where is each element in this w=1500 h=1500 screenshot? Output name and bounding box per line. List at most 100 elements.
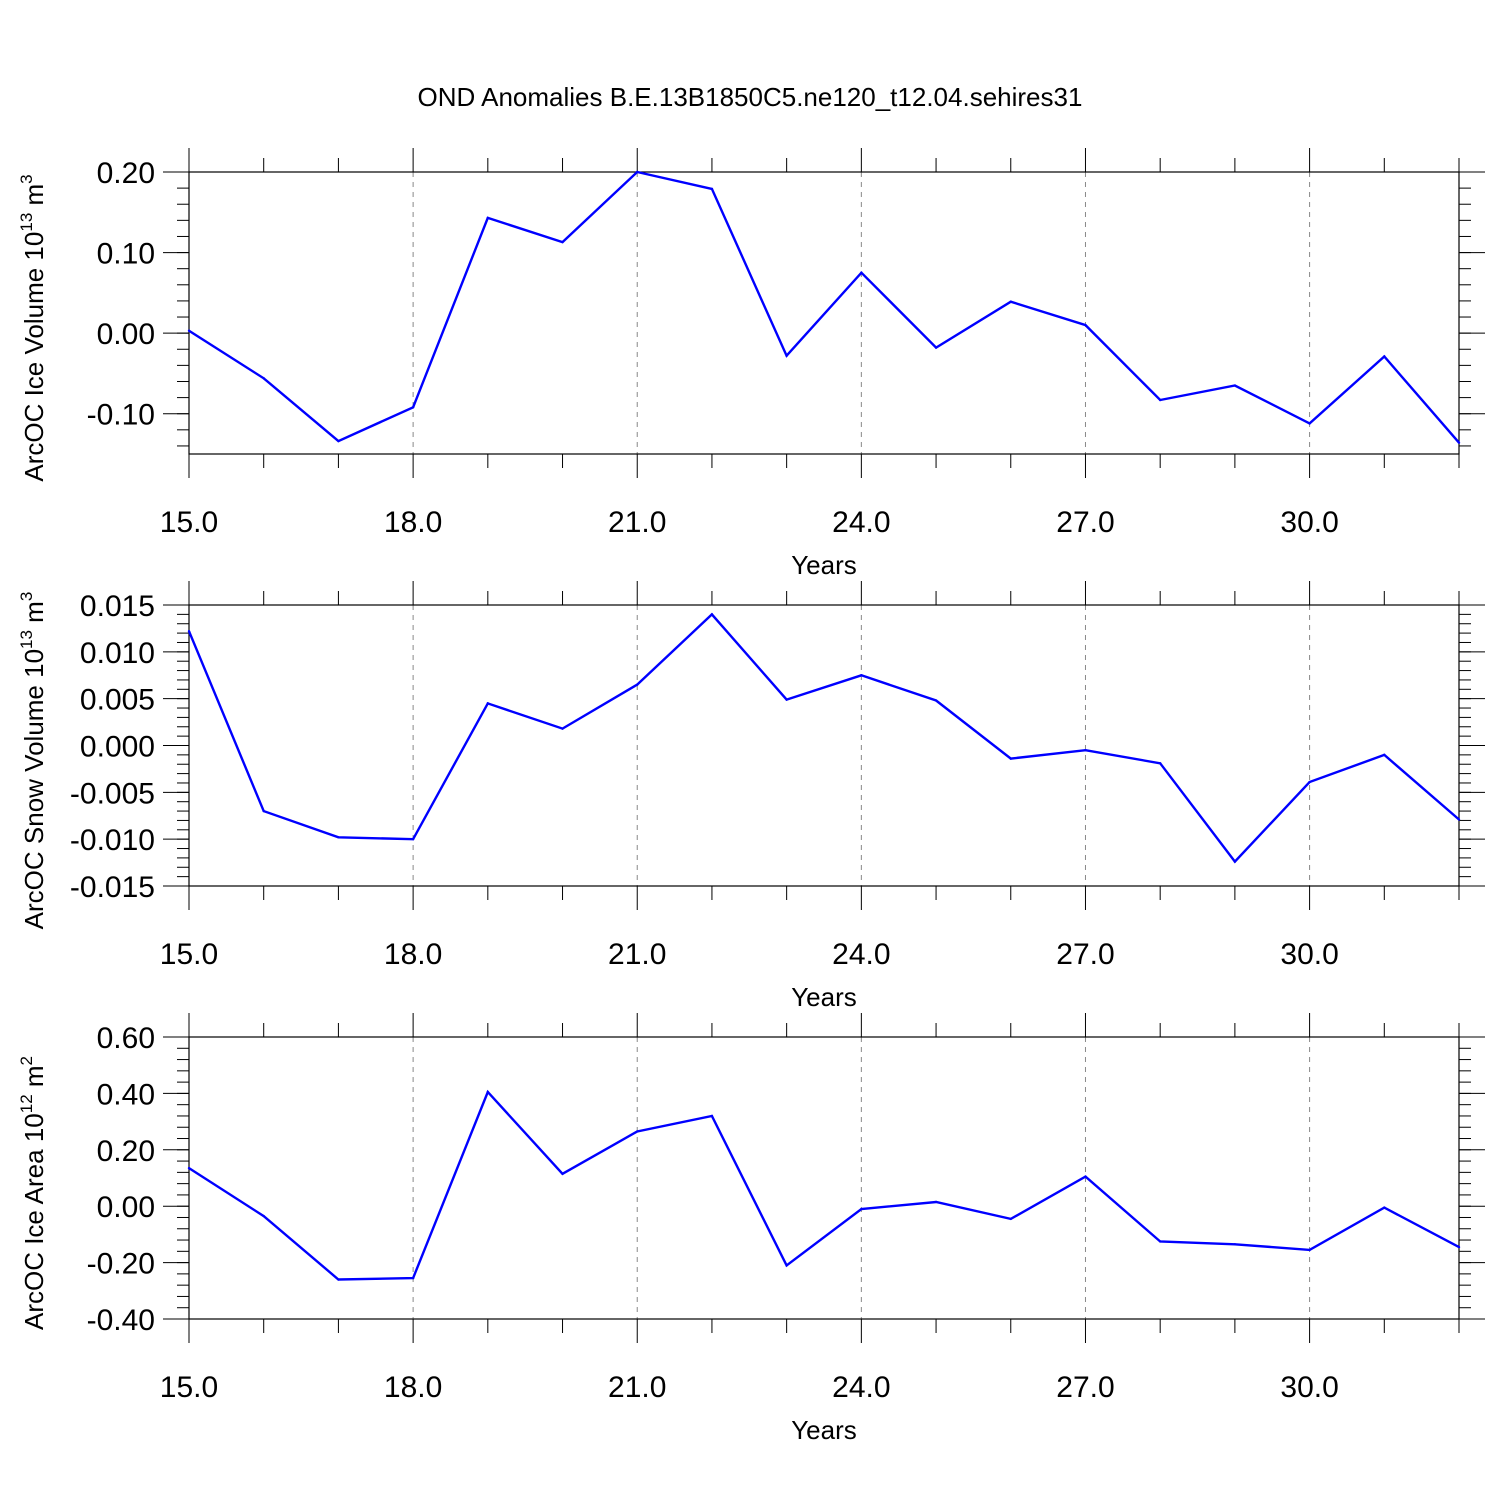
data-point (1383, 1206, 1386, 1209)
y-tick-label: -0.015 (70, 871, 155, 904)
data-point (1308, 422, 1311, 425)
plot-frame (188, 1036, 1460, 1320)
y-tick-label: 0.010 (80, 637, 155, 670)
data-point (337, 836, 340, 839)
panel-3: 0.60 0.40 0.20 0.00 -0.20 -0.40 15.0 18.0 21.0 24… (17, 1013, 1485, 1445)
x-tick-label: 30.0 (1280, 1371, 1338, 1404)
data-point (860, 271, 863, 274)
panel-1: 0.20 0.10 0.00 -0.10 15.0 18.0 21.0 24.0 27.0 30.… (17, 148, 1485, 580)
y-axis-label: ArcOC Ice Area 1012 m2 (17, 1056, 49, 1330)
x-tick-label: 30.0 (1280, 506, 1338, 539)
data-point (934, 346, 938, 349)
x-tick-label: 18.0 (384, 938, 442, 971)
data-point (636, 170, 639, 174)
plot-frame (188, 604, 1460, 887)
data-point (1158, 762, 1162, 765)
data-point (411, 1276, 415, 1280)
data-point (1084, 323, 1087, 327)
x-tick-label: 24.0 (832, 506, 890, 539)
data-point (1457, 441, 1461, 444)
x-axis-label: Years (791, 1415, 857, 1445)
y-tick-label: 0.00 (97, 1191, 155, 1224)
x-axis-label: Years (791, 550, 857, 580)
data-point (710, 187, 714, 191)
y-tick-label: 0.10 (97, 238, 155, 271)
data-point (1457, 818, 1461, 821)
x-tick-label: 21.0 (608, 1371, 666, 1404)
x-tick-label: 24.0 (832, 1371, 890, 1404)
data-point (1158, 398, 1162, 402)
data-point (860, 1207, 863, 1211)
panel-2: 0.015 0.010 0.005 0.000 -0.005 -0.010 -0.015 15… (17, 581, 1485, 1012)
y-tick-label: -0.10 (87, 399, 155, 432)
data-point (187, 1166, 191, 1170)
x-tick-label: 24.0 (832, 938, 890, 971)
data-line (188, 170, 1460, 444)
data-point (561, 240, 564, 244)
data-point (785, 1264, 788, 1267)
data-point (1383, 753, 1386, 757)
y-axis-label: ArcOC Snow Volume 1013 m3 (17, 592, 49, 930)
data-point (1009, 757, 1012, 760)
y-tick-label: -0.010 (70, 824, 155, 857)
data-point (636, 1130, 639, 1133)
data-point (1233, 384, 1237, 387)
data-point (187, 630, 191, 633)
chart-title: OND Anomalies B.E.13B1850C5.ne120_t12.04… (418, 82, 1083, 112)
data-line (187, 612, 1460, 864)
data-point (1233, 860, 1237, 863)
data-point (561, 1172, 564, 1175)
data-point (785, 354, 788, 357)
y-tick-label: 0.60 (97, 1022, 155, 1055)
data-point (1084, 748, 1087, 752)
data-point (262, 377, 265, 380)
data-line (188, 1089, 1460, 1281)
data-point (486, 1090, 490, 1094)
x-tick-label: 27.0 (1056, 938, 1114, 971)
data-point (411, 837, 415, 841)
x-tick-label: 18.0 (384, 1371, 442, 1404)
data-point (1457, 1245, 1461, 1249)
x-tick-label: 18.0 (384, 506, 442, 539)
data-point (337, 1278, 340, 1281)
data-point (785, 698, 788, 701)
y-tick-label: -0.40 (87, 1304, 155, 1337)
data-point (934, 1200, 938, 1204)
data-point (1009, 1217, 1012, 1221)
x-tick-label: 21.0 (608, 938, 666, 971)
data-point (636, 683, 639, 686)
x-tick-label: 15.0 (160, 506, 218, 539)
x-tick-label: 15.0 (160, 938, 218, 971)
data-point (1233, 1243, 1237, 1246)
data-point (1383, 355, 1386, 358)
y-tick-label: 0.005 (80, 684, 155, 717)
data-point (486, 216, 490, 220)
data-point (1308, 780, 1311, 784)
y-tick-label: 0.40 (97, 1078, 155, 1111)
y-tick-label: 0.20 (97, 1135, 155, 1168)
data-point (262, 1214, 265, 1218)
data-point (934, 699, 938, 702)
data-point (561, 727, 564, 730)
y-tick-label: -0.005 (70, 777, 155, 810)
data-point (262, 809, 265, 813)
data-point (1084, 1175, 1087, 1178)
data-point (860, 674, 863, 677)
y-tick-label: 0.00 (97, 318, 155, 351)
data-point (411, 406, 415, 409)
data-point (337, 439, 340, 443)
y-tick-label: 0.015 (80, 590, 155, 623)
y-tick-label: 0.000 (80, 731, 155, 764)
plot-frame (188, 171, 1460, 455)
x-axis-label: Years (791, 982, 857, 1012)
y-tick-label: 0.20 (97, 157, 155, 190)
y-axis-label: ArcOC Ice Volume 1013 m3 (17, 174, 49, 481)
x-tick-label: 21.0 (608, 506, 666, 539)
data-point (1158, 1240, 1162, 1243)
x-tick-label: 30.0 (1280, 938, 1338, 971)
data-point (710, 613, 714, 616)
y-tick-label: -0.20 (87, 1248, 155, 1281)
data-point (1009, 300, 1012, 303)
x-tick-label: 27.0 (1056, 1371, 1114, 1404)
